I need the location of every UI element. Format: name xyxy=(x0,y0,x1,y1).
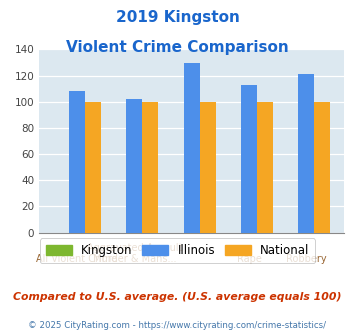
Text: © 2025 CityRating.com - https://www.cityrating.com/crime-statistics/: © 2025 CityRating.com - https://www.city… xyxy=(28,321,327,330)
Bar xyxy=(184,63,200,233)
Bar xyxy=(298,74,315,233)
Bar xyxy=(241,85,257,233)
Bar xyxy=(69,91,85,233)
Text: Compared to U.S. average. (U.S. average equals 100): Compared to U.S. average. (U.S. average … xyxy=(13,292,342,302)
Legend: Kingston, Illinois, National: Kingston, Illinois, National xyxy=(40,238,315,263)
Bar xyxy=(142,102,158,233)
Bar xyxy=(85,102,101,233)
Text: Murder & Mans...: Murder & Mans... xyxy=(93,254,176,264)
Text: All Violent Crime: All Violent Crime xyxy=(36,254,118,264)
Bar xyxy=(315,102,331,233)
Bar xyxy=(200,102,216,233)
Text: Rape: Rape xyxy=(236,254,262,264)
Text: Aggravated Assault: Aggravated Assault xyxy=(87,243,182,253)
Bar xyxy=(126,99,142,233)
Text: Violent Crime Comparison: Violent Crime Comparison xyxy=(66,40,289,54)
Text: Robbery: Robbery xyxy=(286,254,327,264)
Bar xyxy=(257,102,273,233)
Text: 2019 Kingston: 2019 Kingston xyxy=(116,10,239,25)
